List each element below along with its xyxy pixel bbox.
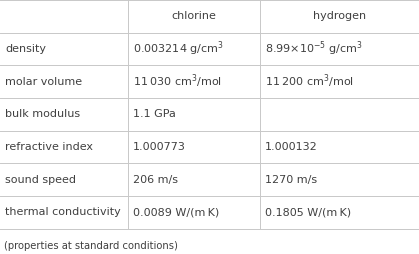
Text: 11 030 cm$^3$/mol: 11 030 cm$^3$/mol	[133, 73, 222, 90]
Text: molar volume: molar volume	[5, 77, 82, 87]
Text: 0.0089 W/(m K): 0.0089 W/(m K)	[133, 207, 219, 217]
Text: 1.000132: 1.000132	[265, 142, 318, 152]
Text: refractive index: refractive index	[5, 142, 93, 152]
Text: sound speed: sound speed	[5, 174, 76, 185]
Text: 0.003214 g/cm$^3$: 0.003214 g/cm$^3$	[133, 40, 224, 58]
Text: 11 200 cm$^3$/mol: 11 200 cm$^3$/mol	[265, 73, 354, 90]
Text: 0.1805 W/(m K): 0.1805 W/(m K)	[265, 207, 351, 217]
Text: chlorine: chlorine	[171, 11, 216, 21]
Text: 206 m/s: 206 m/s	[133, 174, 178, 185]
Text: 1.000773: 1.000773	[133, 142, 186, 152]
Text: density: density	[5, 44, 46, 54]
Text: thermal conductivity: thermal conductivity	[5, 207, 121, 217]
Text: (properties at standard conditions): (properties at standard conditions)	[4, 242, 178, 251]
Text: 1270 m/s: 1270 m/s	[265, 174, 317, 185]
Text: 8.99×10$^{-5}$ g/cm$^3$: 8.99×10$^{-5}$ g/cm$^3$	[265, 40, 362, 58]
Text: 1.1 GPa: 1.1 GPa	[133, 109, 176, 119]
Text: bulk modulus: bulk modulus	[5, 109, 80, 119]
Text: hydrogen: hydrogen	[313, 11, 366, 21]
